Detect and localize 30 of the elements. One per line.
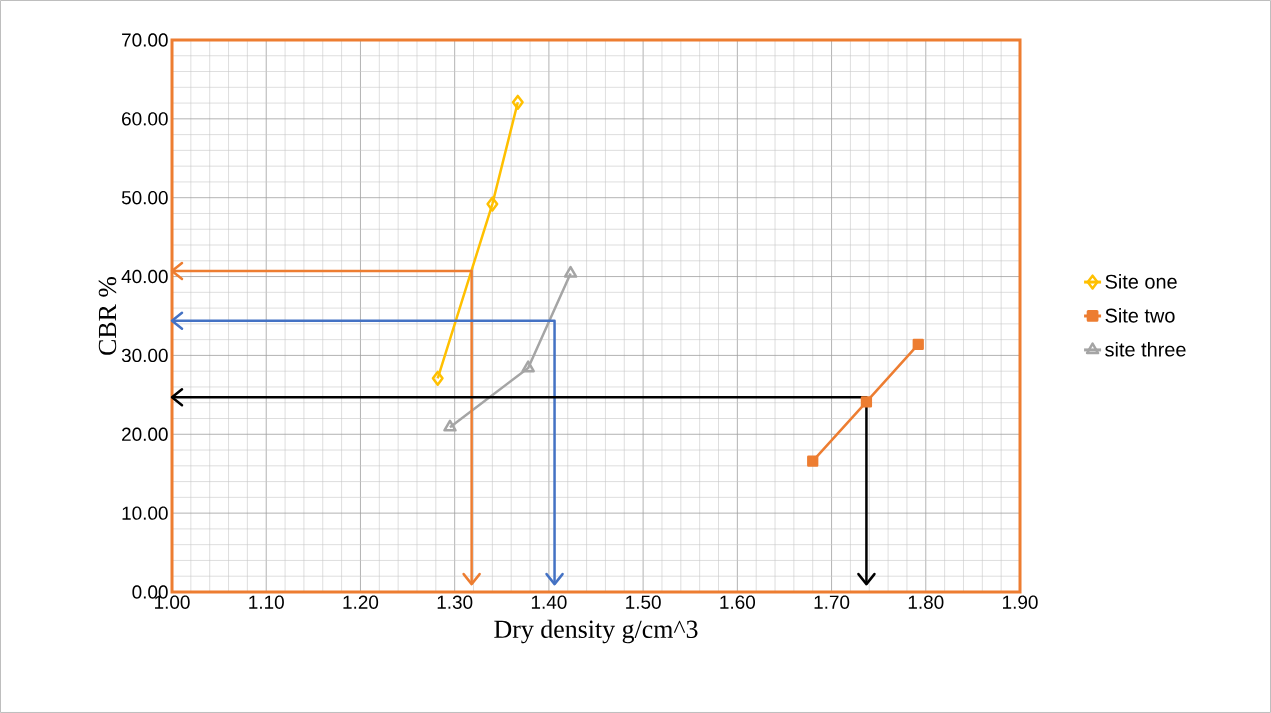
y-tick-label: 20.00 <box>122 427 168 441</box>
point <box>443 419 457 432</box>
y-tick-label: 70.00 <box>122 33 168 47</box>
y-tick-label: 10.00 <box>122 506 168 520</box>
legend-label: site three <box>1105 341 1186 357</box>
legend-label: Site two <box>1105 308 1175 323</box>
x-axis-title: Dry density g/cm^3 <box>494 619 698 644</box>
point <box>807 455 819 467</box>
x-tick-label: 1.60 <box>720 595 756 609</box>
x-tick-label: 1.80 <box>908 595 944 609</box>
x-tick-label: 1.30 <box>437 595 473 609</box>
x-tick-label: 1.40 <box>531 595 567 609</box>
y-tick-label: 40.00 <box>121 269 168 284</box>
x-tick-label: 1.90 <box>1003 595 1038 609</box>
x-tick-label: 1.70 <box>814 595 850 609</box>
y-axis-title: CBR % <box>98 276 117 355</box>
y-tick-label: 60.00 <box>122 112 168 126</box>
point <box>521 360 535 373</box>
point <box>912 338 924 351</box>
x-tick-label: 1.50 <box>626 595 661 609</box>
x-tick-label: 1.20 <box>343 595 379 609</box>
y-tick-label: 50.00 <box>121 191 168 205</box>
point <box>860 396 873 408</box>
y-tick-label: 30.00 <box>121 348 168 363</box>
point <box>431 370 444 386</box>
point <box>486 196 499 212</box>
legend-label: Site one <box>1105 274 1177 289</box>
x-tick-label: 1.10 <box>249 595 284 609</box>
point <box>511 94 524 110</box>
point <box>563 265 578 278</box>
